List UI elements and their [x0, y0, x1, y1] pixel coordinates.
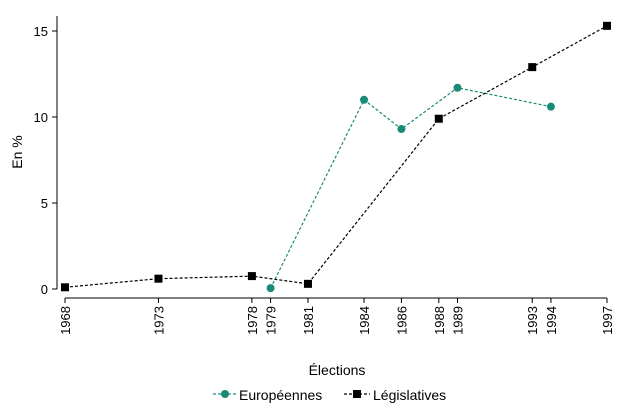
x-tick-label: 1993 — [525, 306, 540, 335]
x-axis-title: Élections — [309, 362, 366, 378]
x-tick-label: 1984 — [357, 306, 372, 335]
legend-label-legislatives: Législatives — [373, 387, 446, 403]
data-point — [154, 274, 163, 283]
legend: Européennes Législatives — [213, 387, 446, 403]
y-tick-label: 5 — [41, 196, 48, 211]
data-point — [603, 21, 611, 30]
data-point — [528, 63, 537, 72]
legend-label-europeennes: Européennes — [239, 387, 322, 403]
x-tick-label: 1997 — [600, 306, 615, 335]
data-point — [453, 83, 462, 92]
series-legislatives — [61, 21, 611, 292]
x-tick-label: 1988 — [432, 306, 447, 335]
data-point — [247, 272, 256, 281]
y-axis-title: En % — [9, 135, 25, 168]
x-tick-label: 1981 — [301, 306, 316, 335]
data-point — [61, 283, 69, 292]
x-tick-label: 1968 — [58, 306, 73, 335]
x-tick-label: 1986 — [394, 306, 409, 335]
legend-item-europeennes: Européennes — [213, 387, 322, 403]
series-line — [270, 87, 552, 289]
legend-marker-legislatives — [353, 390, 361, 398]
data-point — [546, 102, 555, 111]
x-axis-ticks: 1968 1973 1978 1979 1981 1984 1986 1988 1989 1993… — [58, 298, 615, 335]
y-tick-label: 15 — [34, 24, 48, 39]
data-point — [303, 279, 312, 288]
y-tick-label: 0 — [41, 282, 48, 297]
x-tick-label: 1989 — [450, 306, 465, 335]
legend-marker-europeennes — [221, 390, 229, 398]
data-point — [434, 114, 443, 123]
axes — [56, 16, 607, 299]
x-tick-label: 1973 — [151, 306, 166, 335]
series-europeennes — [266, 83, 555, 293]
data-point — [397, 125, 406, 134]
y-tick-label: 10 — [34, 110, 48, 125]
plot-area — [61, 21, 611, 293]
data-point — [360, 95, 369, 104]
x-tick-label: 1994 — [544, 306, 559, 335]
data-point — [266, 284, 275, 293]
legend-item-legislatives: Législatives — [344, 387, 446, 403]
x-tick-label: 1978 — [245, 306, 260, 335]
x-tick-label: 1979 — [264, 306, 279, 335]
y-axis-ticks: 0 5 10 15 — [34, 24, 57, 297]
